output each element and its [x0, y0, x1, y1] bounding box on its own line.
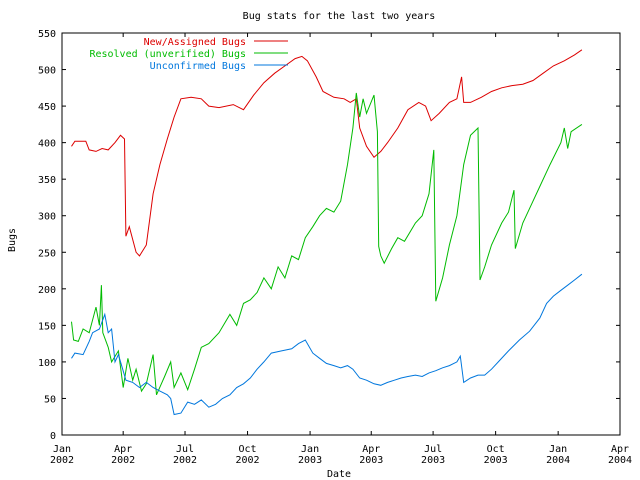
chart-title: Bug stats for the last two years [243, 11, 436, 22]
x-tick-label-year: 2002 [111, 455, 135, 466]
legend-label: Unconfirmed Bugs [150, 61, 246, 72]
x-tick-label-year: 2002 [50, 455, 74, 466]
y-tick-label: 250 [38, 248, 56, 259]
x-tick-label-year: 2003 [298, 455, 322, 466]
series-layer [71, 49, 583, 416]
x-axis-label: Date [327, 469, 351, 480]
legend-label: Resolved (unverified) Bugs [89, 49, 246, 60]
y-tick-label: 300 [38, 212, 56, 223]
y-tick-label: 100 [38, 358, 56, 369]
x-tick-label-year: 2004 [608, 455, 632, 466]
x-tick-label-month: Jan [301, 444, 319, 455]
y-tick-label: 450 [38, 102, 56, 113]
y-tick-label: 350 [38, 175, 56, 186]
y-tick-label: 0 [50, 431, 56, 442]
x-tick-label-month: Apr [611, 444, 629, 455]
y-tick-label: 500 [38, 66, 56, 77]
series-line-unconfirmed-bugs [71, 273, 583, 416]
x-tick-label-year: 2002 [236, 455, 260, 466]
x-tick-label-month: Apr [362, 444, 380, 455]
y-tick-label: 200 [38, 285, 56, 296]
x-tick-label-month: Jan [53, 444, 71, 455]
y-tick-label: 50 [44, 394, 56, 405]
y-tick-label: 400 [38, 139, 56, 150]
series-line-resolved-unverified-bugs [71, 92, 583, 396]
y-axis-label: Bugs [7, 228, 18, 252]
y-axis: 0 50 100 150 200 250 300 350 400 450 500 550 [38, 29, 620, 442]
x-tick-label-year: 2003 [421, 455, 445, 466]
y-tick-label: 550 [38, 29, 56, 40]
x-tick-label-year: 2003 [359, 455, 383, 466]
x-axis: Jan2002Apr2002Jul2002Oct2002Jan2003Apr20… [50, 33, 632, 466]
x-tick-label-month: Jul [424, 444, 442, 455]
legend-label: New/Assigned Bugs [144, 37, 246, 48]
y-tick-label: 150 [38, 321, 56, 332]
x-tick-label-month: Oct [487, 444, 505, 455]
x-tick-label-month: Oct [239, 444, 257, 455]
x-tick-label-year: 2002 [173, 455, 197, 466]
x-tick-label-month: Apr [114, 444, 132, 455]
x-tick-label-year: 2003 [484, 455, 508, 466]
x-tick-label-year: 2004 [546, 455, 570, 466]
series-line-new-assigned-bugs [71, 49, 583, 257]
plot-border [61, 32, 621, 436]
x-tick-label-month: Jan [549, 444, 567, 455]
x-tick-label-month: Jul [176, 444, 194, 455]
